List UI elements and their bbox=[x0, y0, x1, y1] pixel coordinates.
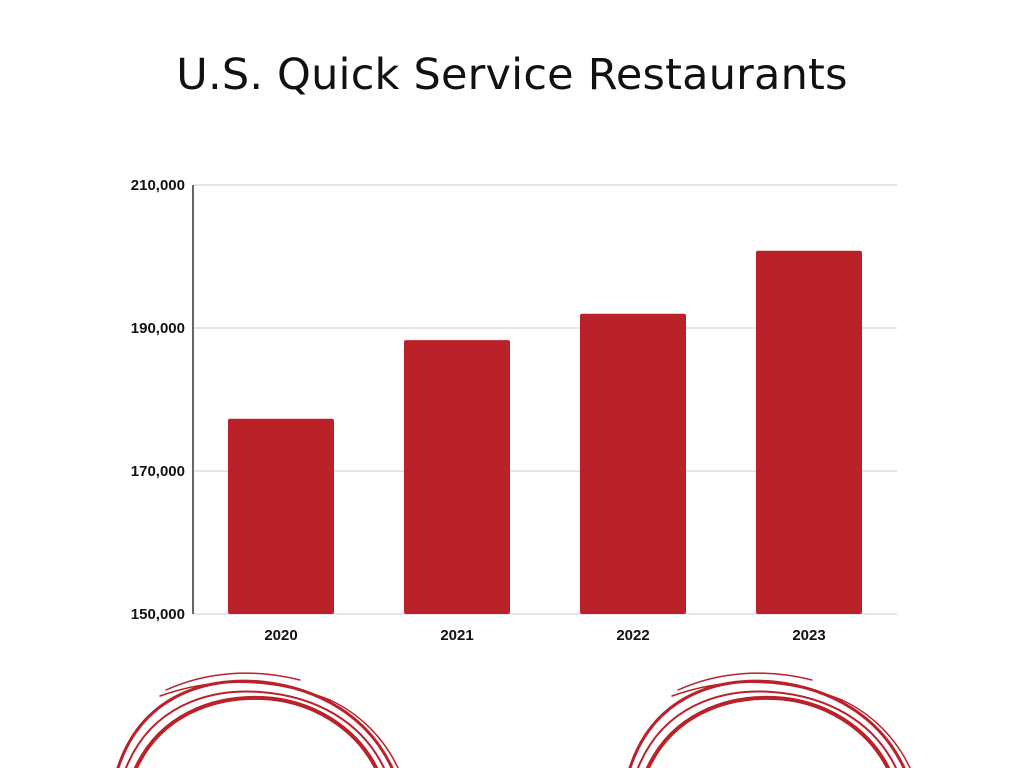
x-tick-label: 2021 bbox=[440, 627, 473, 644]
y-tick-label: 190,000 bbox=[131, 320, 185, 337]
x-tick-label: 2023 bbox=[792, 627, 825, 644]
bar-2020 bbox=[228, 418, 334, 614]
bars bbox=[228, 250, 862, 614]
x-tick-label: 2020 bbox=[264, 627, 297, 644]
swirl-decoration-left bbox=[116, 672, 399, 768]
bar-2022 bbox=[580, 313, 686, 614]
x-axis-tick-labels: 2020 2021 2022 2023 bbox=[264, 627, 825, 644]
bar-2023 bbox=[756, 250, 862, 614]
chart-title: U.S. Quick Service Restaurants bbox=[176, 50, 848, 100]
y-tick-label: 210,000 bbox=[131, 177, 185, 194]
swirl-decoration-right bbox=[628, 672, 911, 768]
x-tick-label: 2022 bbox=[616, 627, 649, 644]
y-axis-tick-labels: 150,000 170,000 190,000 210,000 bbox=[131, 177, 185, 623]
bar-2021 bbox=[404, 340, 510, 614]
y-tick-label: 170,000 bbox=[131, 463, 185, 480]
y-tick-label: 150,000 bbox=[131, 606, 185, 623]
